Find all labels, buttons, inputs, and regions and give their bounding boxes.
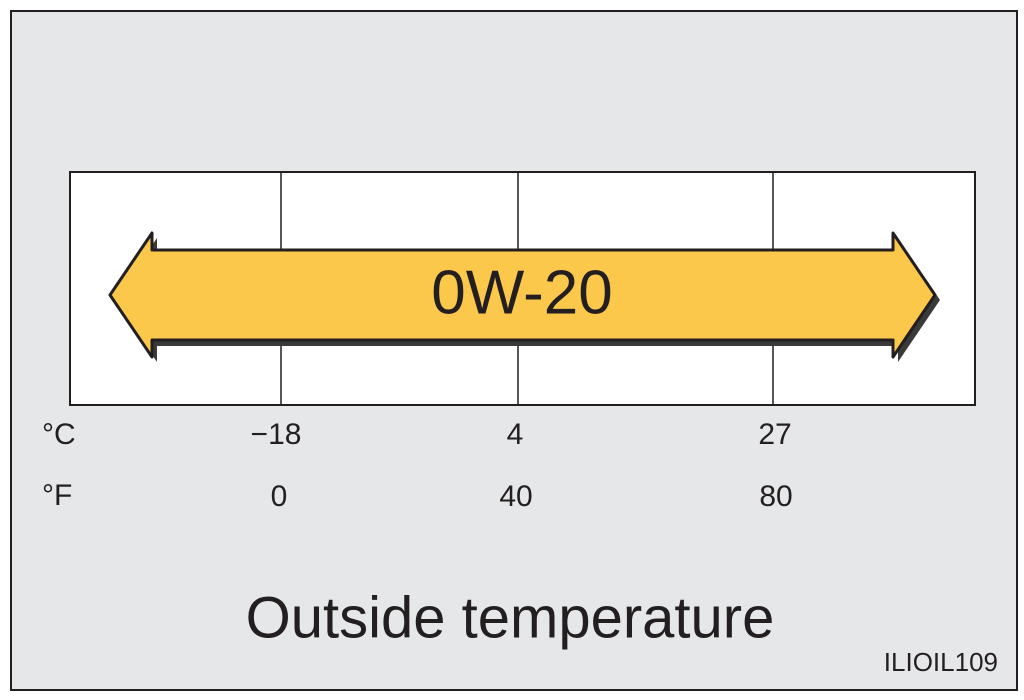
tick-label: 0 xyxy=(271,480,288,513)
tick-label: −18 xyxy=(251,418,302,451)
tick-label: 80 xyxy=(759,480,792,513)
tick-label: 27 xyxy=(758,418,791,451)
tick-label: 40 xyxy=(499,480,532,513)
unit-label: °C xyxy=(42,418,76,451)
viscosity-arrow xyxy=(108,231,937,359)
unit-label: °F xyxy=(42,479,72,512)
tick-label: 4 xyxy=(507,418,524,451)
band-label: 0W-20 xyxy=(431,258,613,327)
figure-code: ILIOIL109 xyxy=(884,647,998,677)
caption: Outside temperature xyxy=(246,585,775,650)
